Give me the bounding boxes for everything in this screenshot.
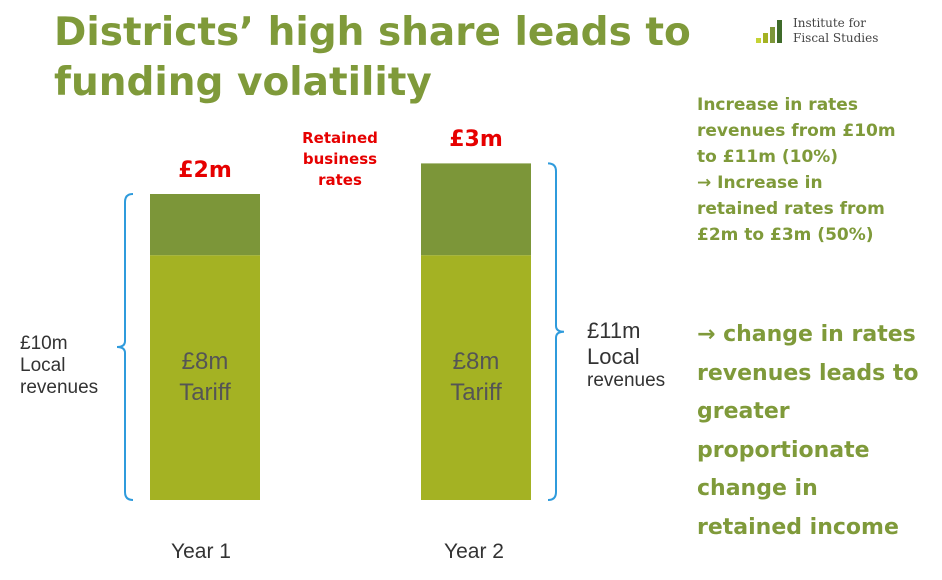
local-revenues-word-2-year-2: revenues [587,370,666,391]
note1-line-6: £2m to £3m (50%) [697,225,874,245]
slide-title: Districts’ high share leads to funding v… [54,8,694,108]
retained-value-label-year-2: £3m [449,127,503,153]
note2-line-4: proportionate [697,437,870,463]
x-tick-year-1: Year 1 [171,540,231,563]
note1-line-3: to £11m (10%) [697,147,839,167]
note1-line-2: revenues from £10m [697,121,896,141]
tariff-bar-year-2 [421,255,531,500]
retained-bar-year-2 [421,163,531,256]
tariff-label-year-1: £8m Tariff [179,347,231,406]
logo-line-2: Fiscal Studies [793,31,879,45]
retained-label-line-1: Retained [302,129,378,147]
note1-line-1: Increase in rates [697,95,858,115]
note2-line-1: → change in rates [697,322,916,347]
note2-line-2: revenues leads to [697,360,919,386]
tariff-label-year-2: £8m Tariff [450,347,502,406]
note2-line-6: retained income [697,514,899,540]
local-revenues-word-2-year-1: revenues [20,377,99,398]
note1-line-4: → Increase in [697,173,823,193]
local-revenues-amount-year-2: £11m [587,318,641,343]
logo-line-1: Institute for [793,16,866,30]
retained-value-label-year-1: £2m [178,158,232,183]
title-line-2: funding volatility [54,60,432,105]
local-revenues-amount-year-1: £10m [20,333,68,354]
retained-business-rates-label: Retained business rates [280,128,400,191]
local-revenues-word-1-year-2: Local [587,344,640,369]
title-line-1: Districts’ high share leads to [54,10,691,55]
x-tick-year-2: Year 2 [444,540,504,563]
note2-line-5: change in [697,476,818,501]
local-revenues-word-1-year-1: Local [20,355,66,376]
note2-line-3: greater [697,399,790,424]
local-revenues-bracket-year-1 [116,193,134,501]
retained-bar-year-1 [150,194,260,256]
bar-chart-icon [756,20,782,43]
logo-text: Institute for Fiscal Studies [793,16,878,46]
local-revenues-label-year-2: £11m Local revenues [587,318,665,392]
local-revenues-label-year-1: £10m Local revenues [20,333,98,399]
tariff-bar-year-1 [150,255,260,500]
retained-label-line-3: rates [318,171,362,189]
local-revenues-bracket-year-2 [547,162,565,501]
explanation-note-2: → change in rates revenues leads to grea… [697,316,939,547]
retained-label-line-2: business [302,150,378,168]
ifs-logo: Institute for Fiscal Studies [755,8,915,58]
explanation-note-1: Increase in rates revenues from £10m to … [697,92,937,248]
note1-line-5: retained rates from [697,199,885,219]
